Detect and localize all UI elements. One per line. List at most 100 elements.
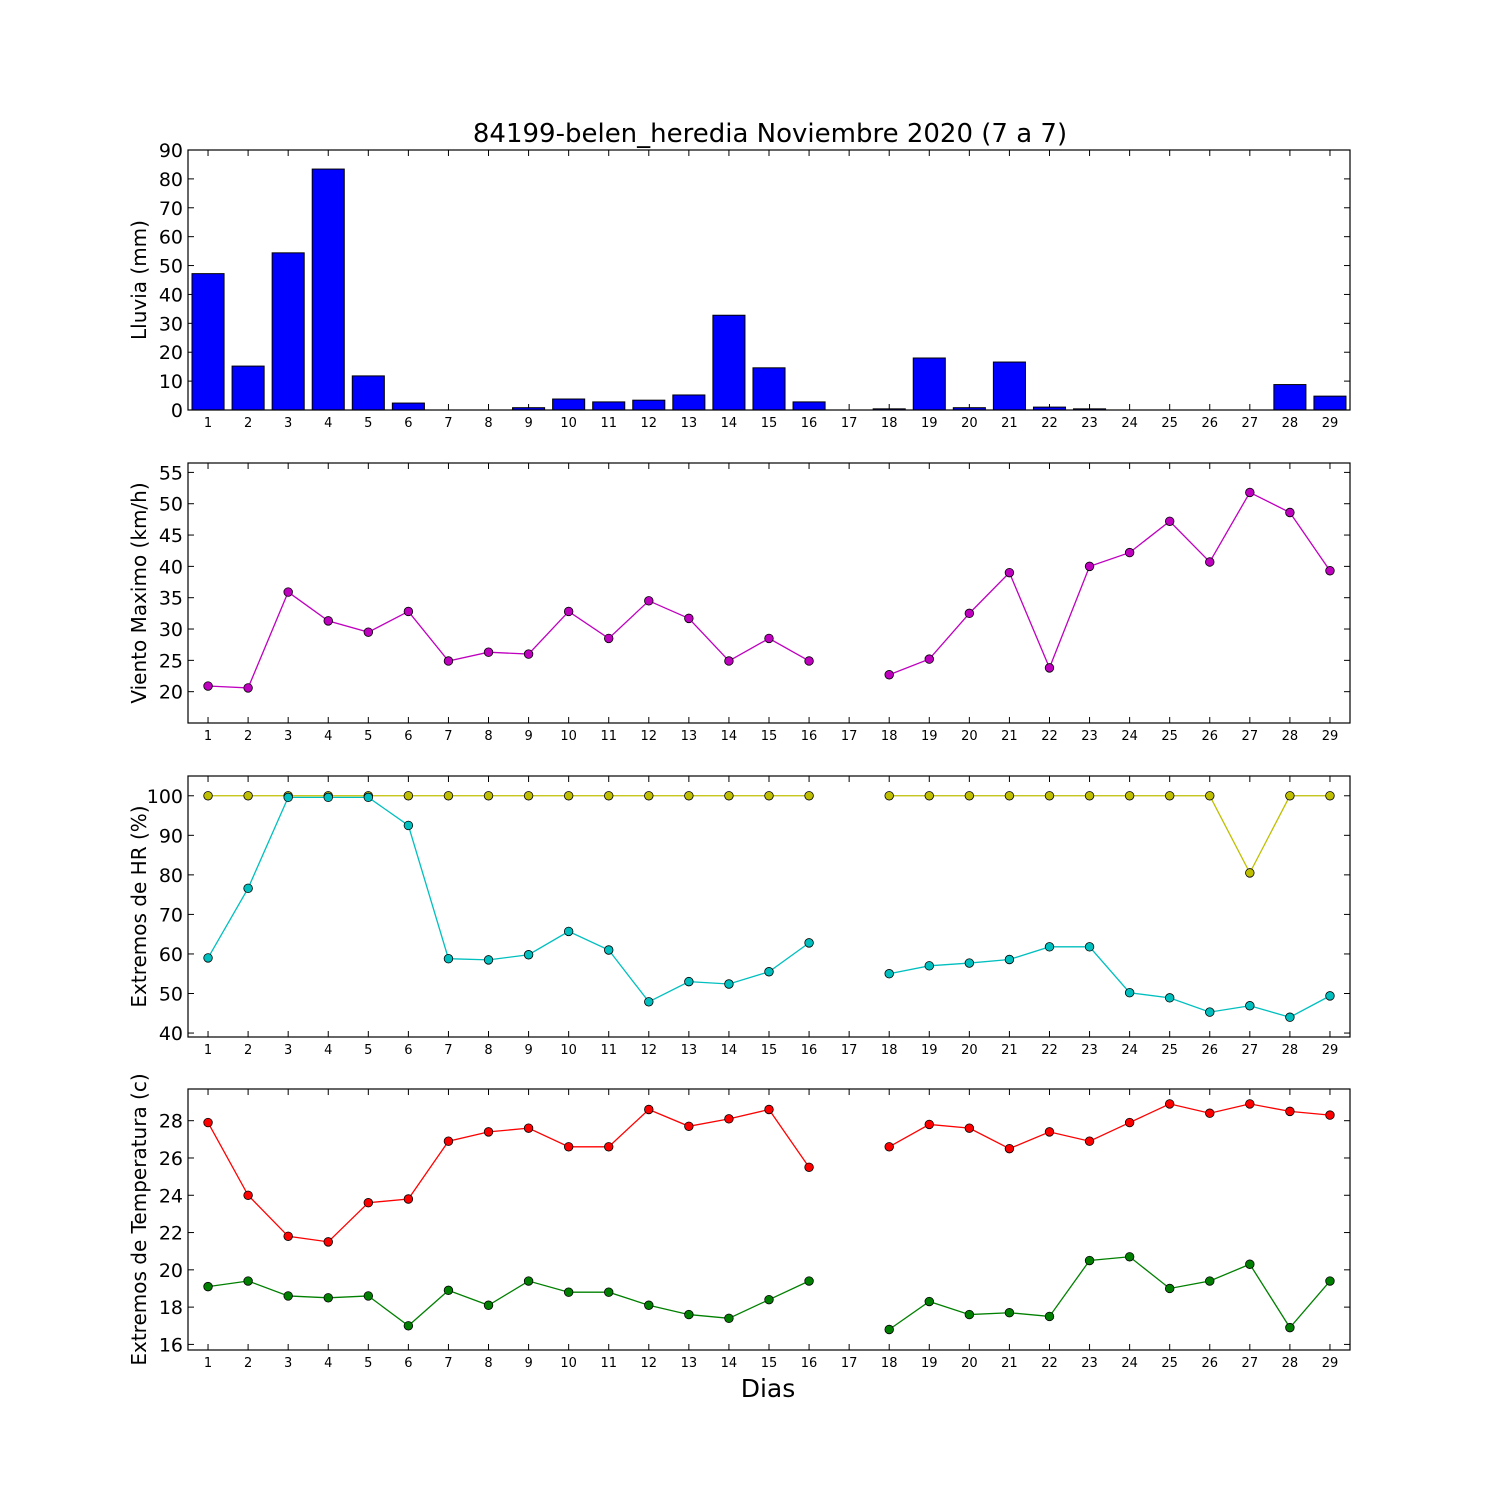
- x-tick-label: 21: [1001, 1043, 1018, 1058]
- data-point: [443, 1285, 454, 1296]
- x-tick-label: 17: [841, 1043, 858, 1058]
- x-tick-label: 5: [364, 1043, 372, 1058]
- x-tick-label: 16: [801, 1043, 818, 1058]
- bar: [912, 357, 946, 411]
- x-tick-label: 4: [324, 729, 332, 744]
- data-point: [604, 633, 614, 644]
- y-tick-label: 0: [171, 400, 183, 422]
- x-tick-label: 20: [961, 416, 978, 431]
- series-line: [207, 1108, 810, 1243]
- data-point: [884, 969, 894, 979]
- data-point: [443, 1136, 454, 1146]
- bar: [592, 401, 626, 411]
- y-tick-label: 35: [159, 588, 183, 610]
- plot-frame: [187, 775, 1351, 1038]
- data-point: [684, 791, 694, 801]
- data-point: [1325, 1110, 1335, 1120]
- x-tick-label: 27: [1242, 1043, 1259, 1058]
- data-point: [203, 681, 213, 691]
- x-tick-label: 29: [1322, 416, 1339, 431]
- x-tick-label: 15: [761, 1356, 778, 1371]
- data-point: [283, 1291, 293, 1301]
- y-tick-label: 50: [159, 256, 183, 278]
- x-tick-label: 8: [484, 416, 492, 431]
- y-tick-label: 18: [159, 1297, 183, 1319]
- data-point: [1245, 1099, 1255, 1109]
- data-point: [604, 945, 614, 955]
- x-tick-label: 21: [1001, 729, 1018, 744]
- series-line: [207, 796, 810, 1003]
- data-point: [363, 792, 374, 803]
- x-tick-label: 26: [1201, 1356, 1218, 1371]
- x-tick-label: 12: [641, 416, 658, 431]
- data-point: [283, 792, 293, 803]
- series-1: [203, 487, 1335, 693]
- x-tick-label: 22: [1041, 729, 1058, 744]
- x-tick-label: 12: [641, 729, 658, 744]
- series-line: [889, 795, 1330, 875]
- data-point: [1004, 567, 1015, 578]
- data-point: [764, 791, 774, 801]
- x-tick-label: 26: [1201, 416, 1218, 431]
- x-tick-label: 9: [524, 416, 532, 431]
- chart-title: 84199-belen_heredia Noviembre 2020 (7 a …: [473, 119, 1067, 149]
- x-tick-label: 11: [600, 1043, 617, 1058]
- y-tick-label: 45: [159, 525, 183, 547]
- x-tick-label: 16: [801, 729, 818, 744]
- data-point: [403, 820, 414, 831]
- data-point: [884, 670, 894, 680]
- y-tick-label: 80: [159, 865, 183, 887]
- data-point: [684, 976, 694, 987]
- x-tick-label: 22: [1041, 1356, 1058, 1371]
- data-point: [724, 656, 734, 666]
- data-point: [724, 1114, 734, 1124]
- data-point: [1164, 993, 1175, 1003]
- data-point: [203, 953, 213, 963]
- data-point: [523, 1123, 534, 1133]
- x-tick-label: 2: [244, 729, 252, 744]
- x-tick-label: 23: [1081, 416, 1098, 431]
- x-tick-label: 10: [560, 416, 577, 431]
- x-tick-label: 29: [1322, 1043, 1339, 1058]
- data-point: [1245, 1259, 1255, 1269]
- data-point: [924, 654, 934, 664]
- data-point: [1205, 791, 1215, 801]
- data-point: [644, 596, 654, 606]
- plot-frame: [187, 462, 1351, 724]
- x-tick-label: 14: [721, 1043, 738, 1058]
- x-tick-label: 18: [881, 416, 898, 431]
- y-tick-label: 30: [159, 619, 183, 641]
- data-point: [604, 1287, 614, 1297]
- data-point: [964, 608, 975, 619]
- x-tick-label: 4: [324, 1043, 332, 1058]
- x-tick-label: 24: [1121, 416, 1138, 431]
- data-point: [604, 791, 614, 801]
- data-point: [523, 950, 534, 960]
- y-tick-label: 26: [159, 1148, 183, 1170]
- x-tick-label: 17: [841, 1356, 858, 1371]
- series-line: [888, 491, 1331, 676]
- x-tick-label: 8: [484, 1043, 492, 1058]
- data-point: [884, 791, 894, 801]
- x-tick-label: 6: [404, 729, 412, 744]
- data-point: [483, 1300, 494, 1310]
- data-point: [523, 649, 534, 659]
- x-tick-label: 15: [761, 729, 778, 744]
- data-point: [483, 1127, 494, 1137]
- data-point: [1285, 507, 1295, 518]
- x-tick-label: 7: [444, 729, 452, 744]
- x-tick-label: 4: [324, 416, 332, 431]
- x-tick-label: 5: [364, 416, 372, 431]
- y-tick-label: 60: [159, 944, 183, 966]
- data-point: [1285, 1322, 1295, 1333]
- y-axis-label: Extremos de Temperatura (c): [127, 1073, 151, 1365]
- x-tick-label: 7: [444, 416, 452, 431]
- data-point: [1084, 942, 1095, 952]
- plot-frame: [187, 149, 1351, 411]
- y-tick-label: 40: [159, 1023, 183, 1045]
- x-tick-label: 26: [1201, 1043, 1218, 1058]
- data-point: [1044, 663, 1055, 673]
- data-point: [764, 1104, 774, 1115]
- data-point: [1084, 791, 1095, 801]
- data-point: [1325, 566, 1335, 576]
